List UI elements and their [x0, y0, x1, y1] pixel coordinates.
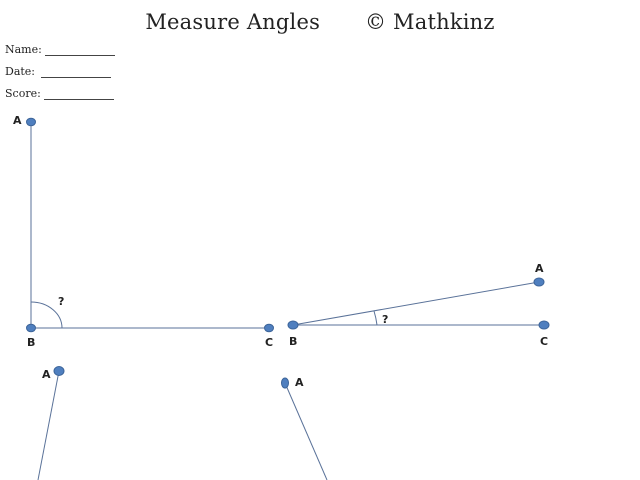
angle-1-label-b: B: [27, 336, 35, 349]
angle-1: A B C ?: [13, 114, 274, 349]
angle-3-point-a: [53, 366, 65, 376]
angle-1-point-b: [26, 323, 36, 333]
angle-3-label-a: A: [42, 368, 51, 381]
angle-3-ray-a: [37, 370, 60, 480]
angle-2-unknown: ?: [382, 313, 388, 326]
score-blank-line[interactable]: [43, 89, 114, 100]
angle-1-label-c: C: [265, 336, 273, 349]
title-text: Measure Angles: [145, 10, 321, 34]
angle-2-point-a: [533, 277, 545, 287]
angle-1-arc: [30, 301, 63, 329]
angle-4-ray-a: [284, 382, 328, 480]
copyright-text: © Mathkinz: [364, 10, 495, 34]
angle-2-point-c: [538, 320, 550, 330]
date-field[interactable]: Date:: [5, 65, 112, 78]
angle-4: A: [281, 376, 328, 480]
angle-2-label-a: A: [535, 262, 544, 275]
score-field[interactable]: Score:: [5, 87, 114, 100]
angle-2-arc: [373, 310, 378, 326]
date-blank-line[interactable]: [41, 67, 112, 78]
angle-3: A: [37, 366, 65, 480]
angle-1-point-c: [264, 323, 274, 333]
angle-2-label-c: C: [540, 335, 548, 348]
angle-1-point-a: [26, 117, 36, 127]
angle-2: A B C ?: [287, 262, 550, 348]
date-label: Date:: [5, 65, 36, 78]
angle-1-label-a: A: [13, 114, 22, 127]
angle-2-point-b: [287, 320, 299, 330]
angle-4-point-a: [281, 377, 289, 389]
angle-1-unknown: ?: [58, 295, 64, 308]
angle-2-label-b: B: [289, 335, 297, 348]
score-label: Score:: [5, 87, 41, 100]
page-title: Measure Angles © Mathkinz: [0, 10, 640, 34]
angle-2-ray-ba: [292, 281, 540, 326]
name-blank-line[interactable]: [44, 45, 115, 56]
name-label: Name:: [5, 43, 42, 56]
angle-4-label-a: A: [295, 376, 304, 389]
name-field[interactable]: Name:: [5, 43, 115, 56]
